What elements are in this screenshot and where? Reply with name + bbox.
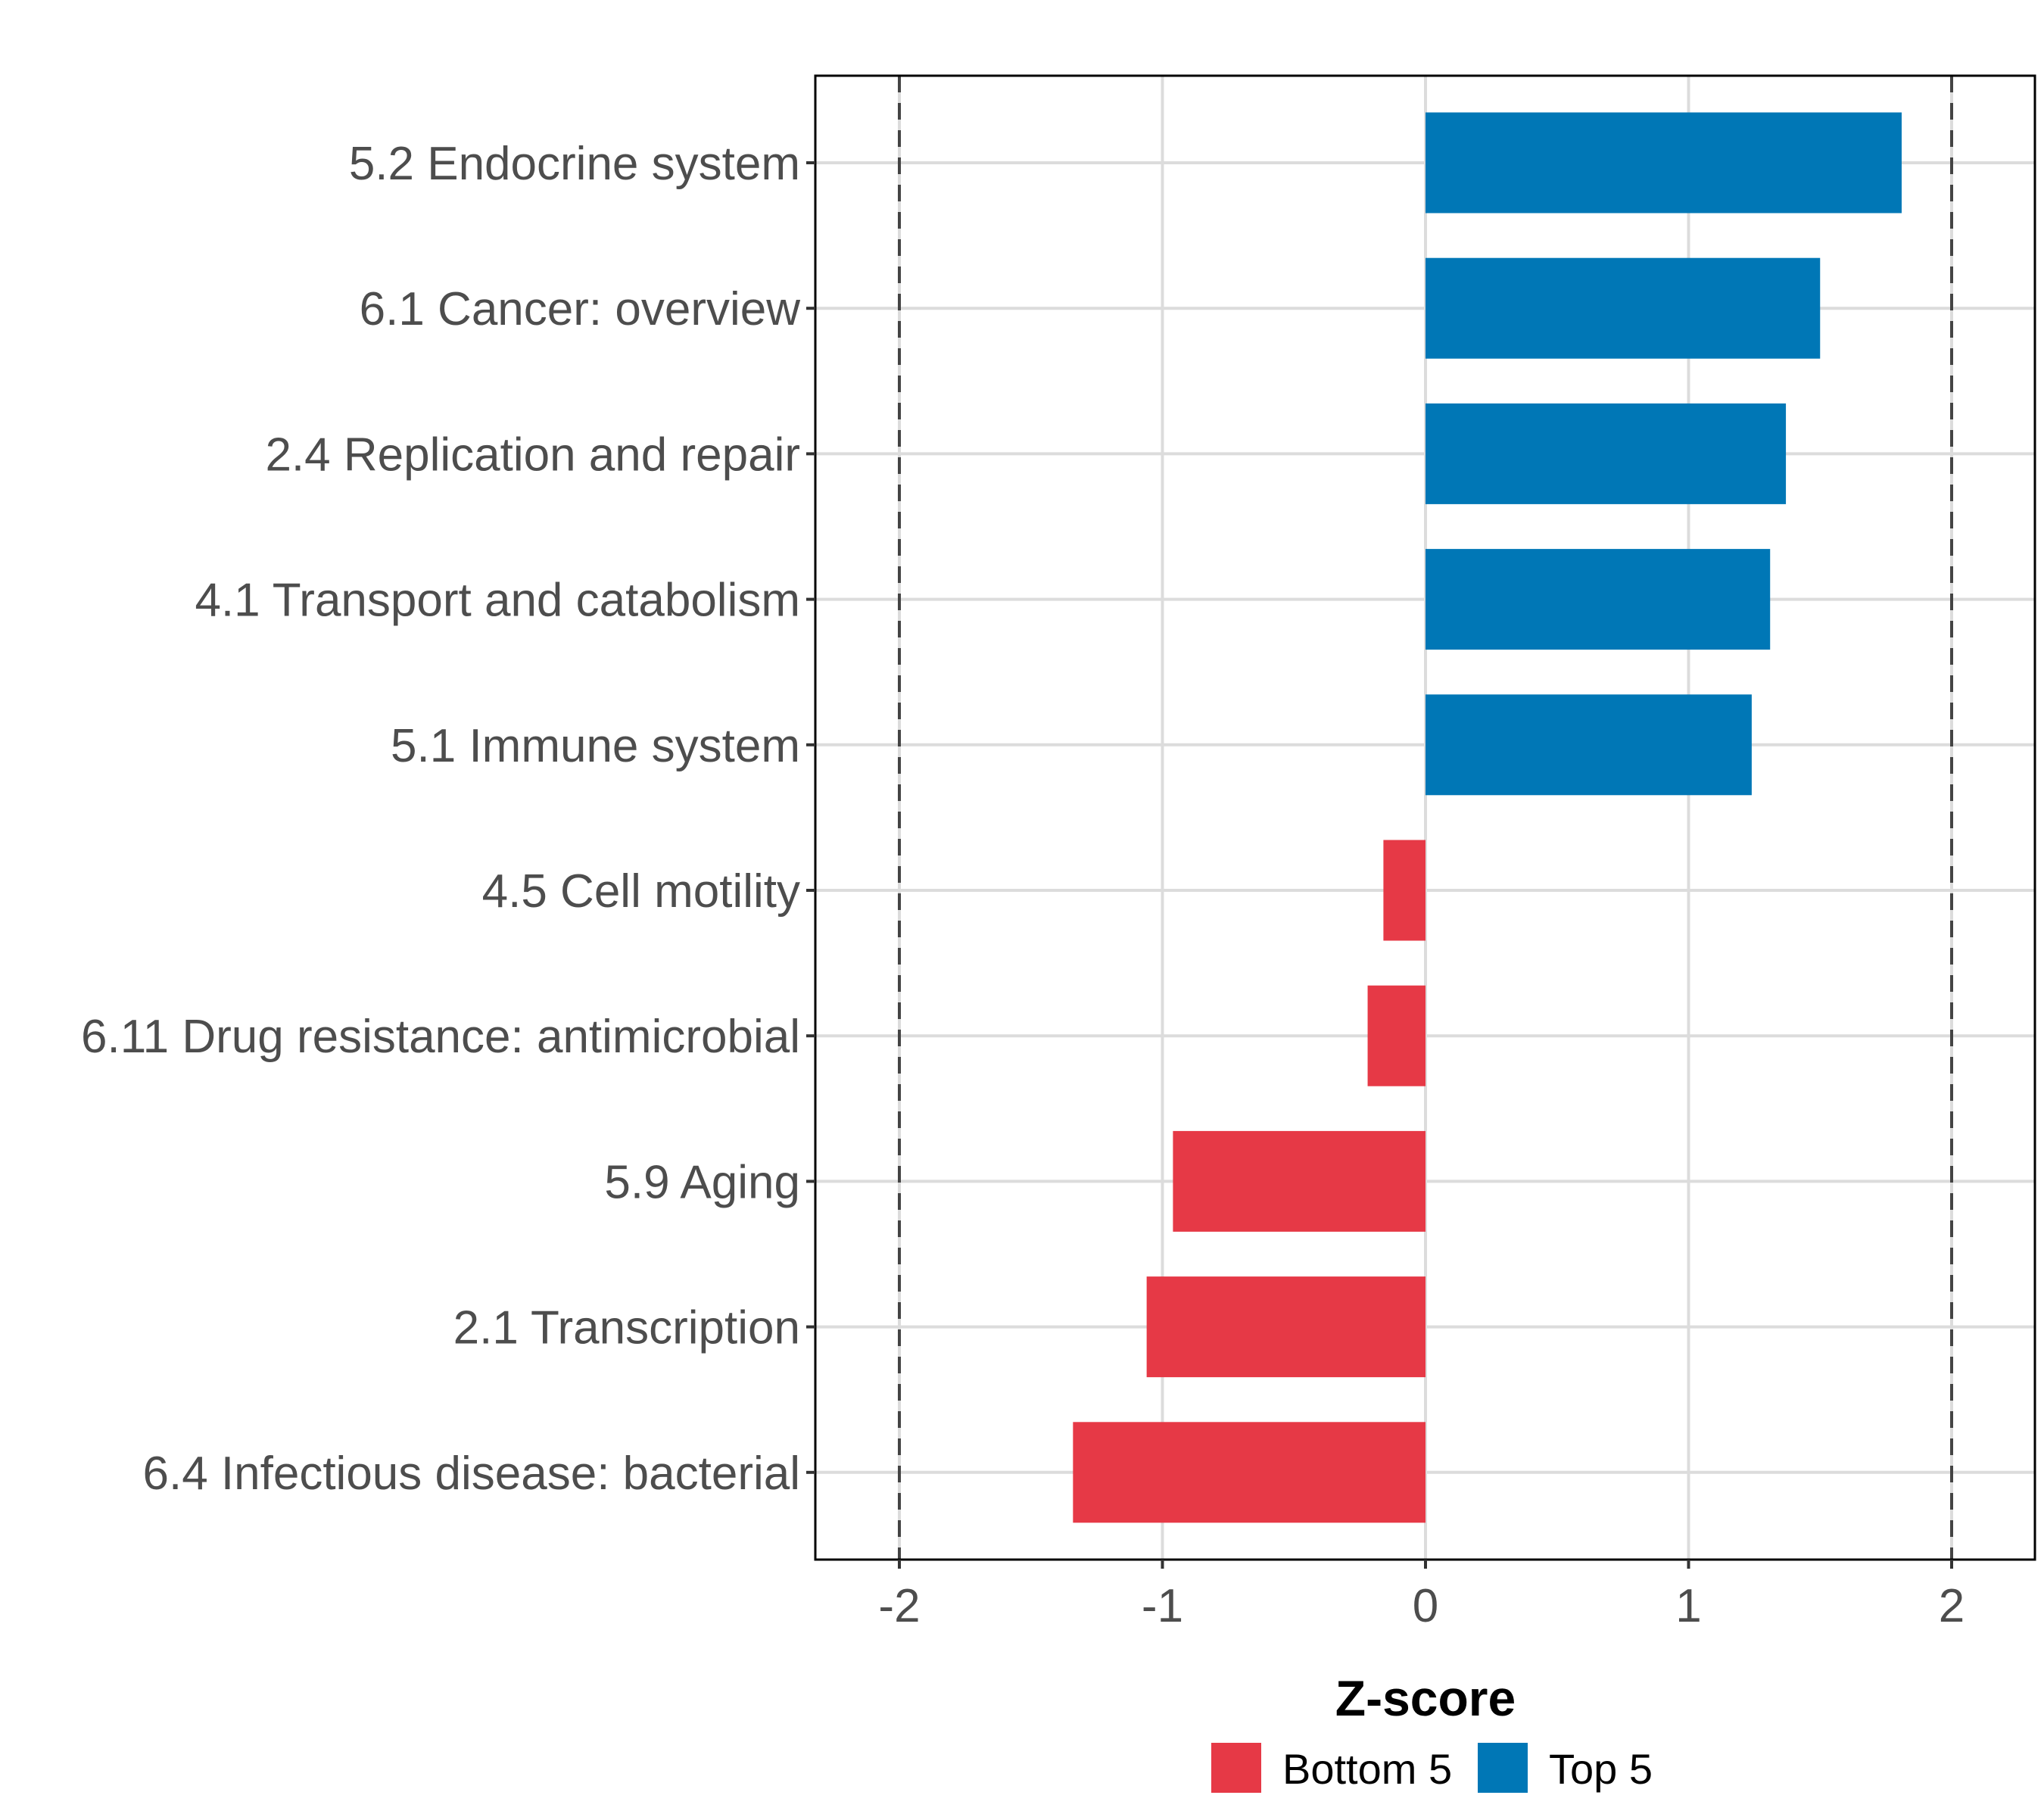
legend-label: Top 5 [1549, 1745, 1653, 1793]
x-tick-label: -1 [1142, 1580, 1183, 1632]
bar [1146, 1276, 1426, 1378]
bars-group [1073, 112, 1902, 1523]
legend-label: Bottom 5 [1282, 1745, 1452, 1793]
bar [1173, 1130, 1426, 1232]
bar [1426, 112, 1902, 213]
y-tick-label: 5.9 Aging [604, 1156, 800, 1208]
legend: Bottom 5 Top 5 [1211, 1743, 1653, 1793]
legend-swatch [1478, 1743, 1528, 1793]
bar [1426, 257, 1821, 359]
y-tick-label: 6.1 Cancer: overview [360, 283, 801, 335]
bar [1426, 694, 1752, 796]
y-tick-label: 4.5 Cell motility [482, 865, 800, 918]
bar [1426, 549, 1771, 650]
x-tick-label: -2 [878, 1580, 920, 1632]
bar [1383, 840, 1426, 941]
y-axis: 5.2 Endocrine system 6.1 Cancer: overview… [81, 138, 815, 1500]
bar [1073, 1422, 1426, 1523]
y-tick-label: 6.11 Drug resistance: antimicrobial [81, 1011, 800, 1063]
y-tick-label: 5.1 Immune system [391, 720, 800, 772]
x-tick-label: 2 [1939, 1580, 1965, 1632]
y-tick-label: 4.1 Transport and catabolism [195, 575, 800, 627]
bar [1426, 403, 1787, 504]
x-axis-title: Z-score [1335, 1670, 1516, 1726]
x-tick-label: 1 [1675, 1580, 1701, 1632]
x-axis: -2 -1 0 1 2 [878, 1560, 1965, 1632]
y-tick-label: 2.4 Replication and repair [265, 429, 800, 481]
y-tick-label: 2.1 Transcription [453, 1302, 800, 1354]
legend-swatch [1211, 1743, 1261, 1793]
y-tick-label: 6.4 Infectious disease: bacterial [142, 1448, 800, 1500]
bar [1367, 985, 1426, 1086]
reference-lines [898, 76, 1953, 1560]
y-tick-label: 5.2 Endocrine system [349, 138, 800, 190]
x-tick-label: 0 [1413, 1580, 1438, 1632]
